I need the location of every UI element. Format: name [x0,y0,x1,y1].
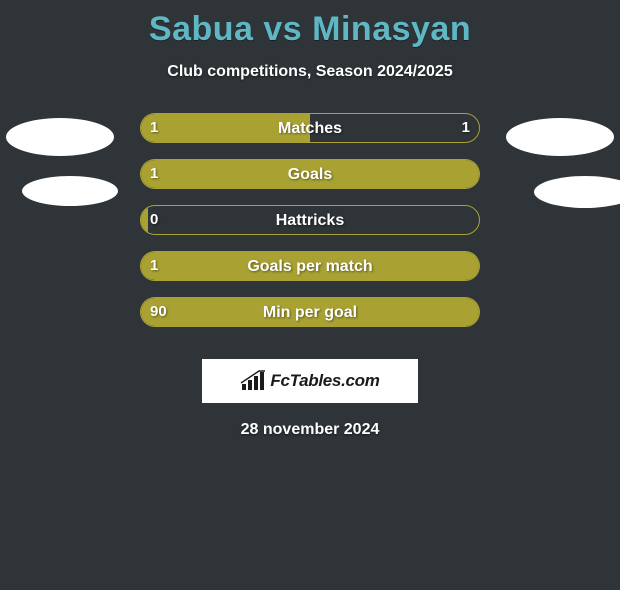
stat-value-left: 90 [150,297,167,327]
stat-bar: Min per goal [140,297,480,327]
stat-row: 1 Goals [0,159,620,205]
stat-bar: Hattricks [140,205,480,235]
stat-bar: Matches [140,113,480,143]
stat-bar-fill [141,298,479,326]
stat-label: Hattricks [141,206,479,235]
stat-bar-fill [141,206,148,234]
stat-bar-fill [141,114,310,142]
stat-row: 90 Min per goal [0,297,620,343]
stat-value-left: 0 [150,205,158,235]
stat-value-right: 1 [462,113,470,143]
page-title: Sabua vs Minasyan [0,10,620,49]
subtitle: Club competitions, Season 2024/2025 [0,63,620,81]
footer-date: 28 november 2024 [0,421,620,439]
stat-bar-fill [141,160,479,188]
stat-bar: Goals [140,159,480,189]
fctables-badge-text: FcTables.com [270,371,379,391]
stats-rows: 1 Matches 1 1 Goals 0 Hattricks [0,113,620,343]
fctables-badge[interactable]: FcTables.com [202,359,418,403]
stat-bar: Goals per match [140,251,480,281]
stat-value-left: 1 [150,113,158,143]
stat-bar-fill [141,252,479,280]
stat-row: 0 Hattricks [0,205,620,251]
stat-row: 1 Matches 1 [0,113,620,159]
stat-value-left: 1 [150,159,158,189]
stat-value-left: 1 [150,251,158,281]
stat-row: 1 Goals per match [0,251,620,297]
fctables-chart-icon [240,370,266,392]
